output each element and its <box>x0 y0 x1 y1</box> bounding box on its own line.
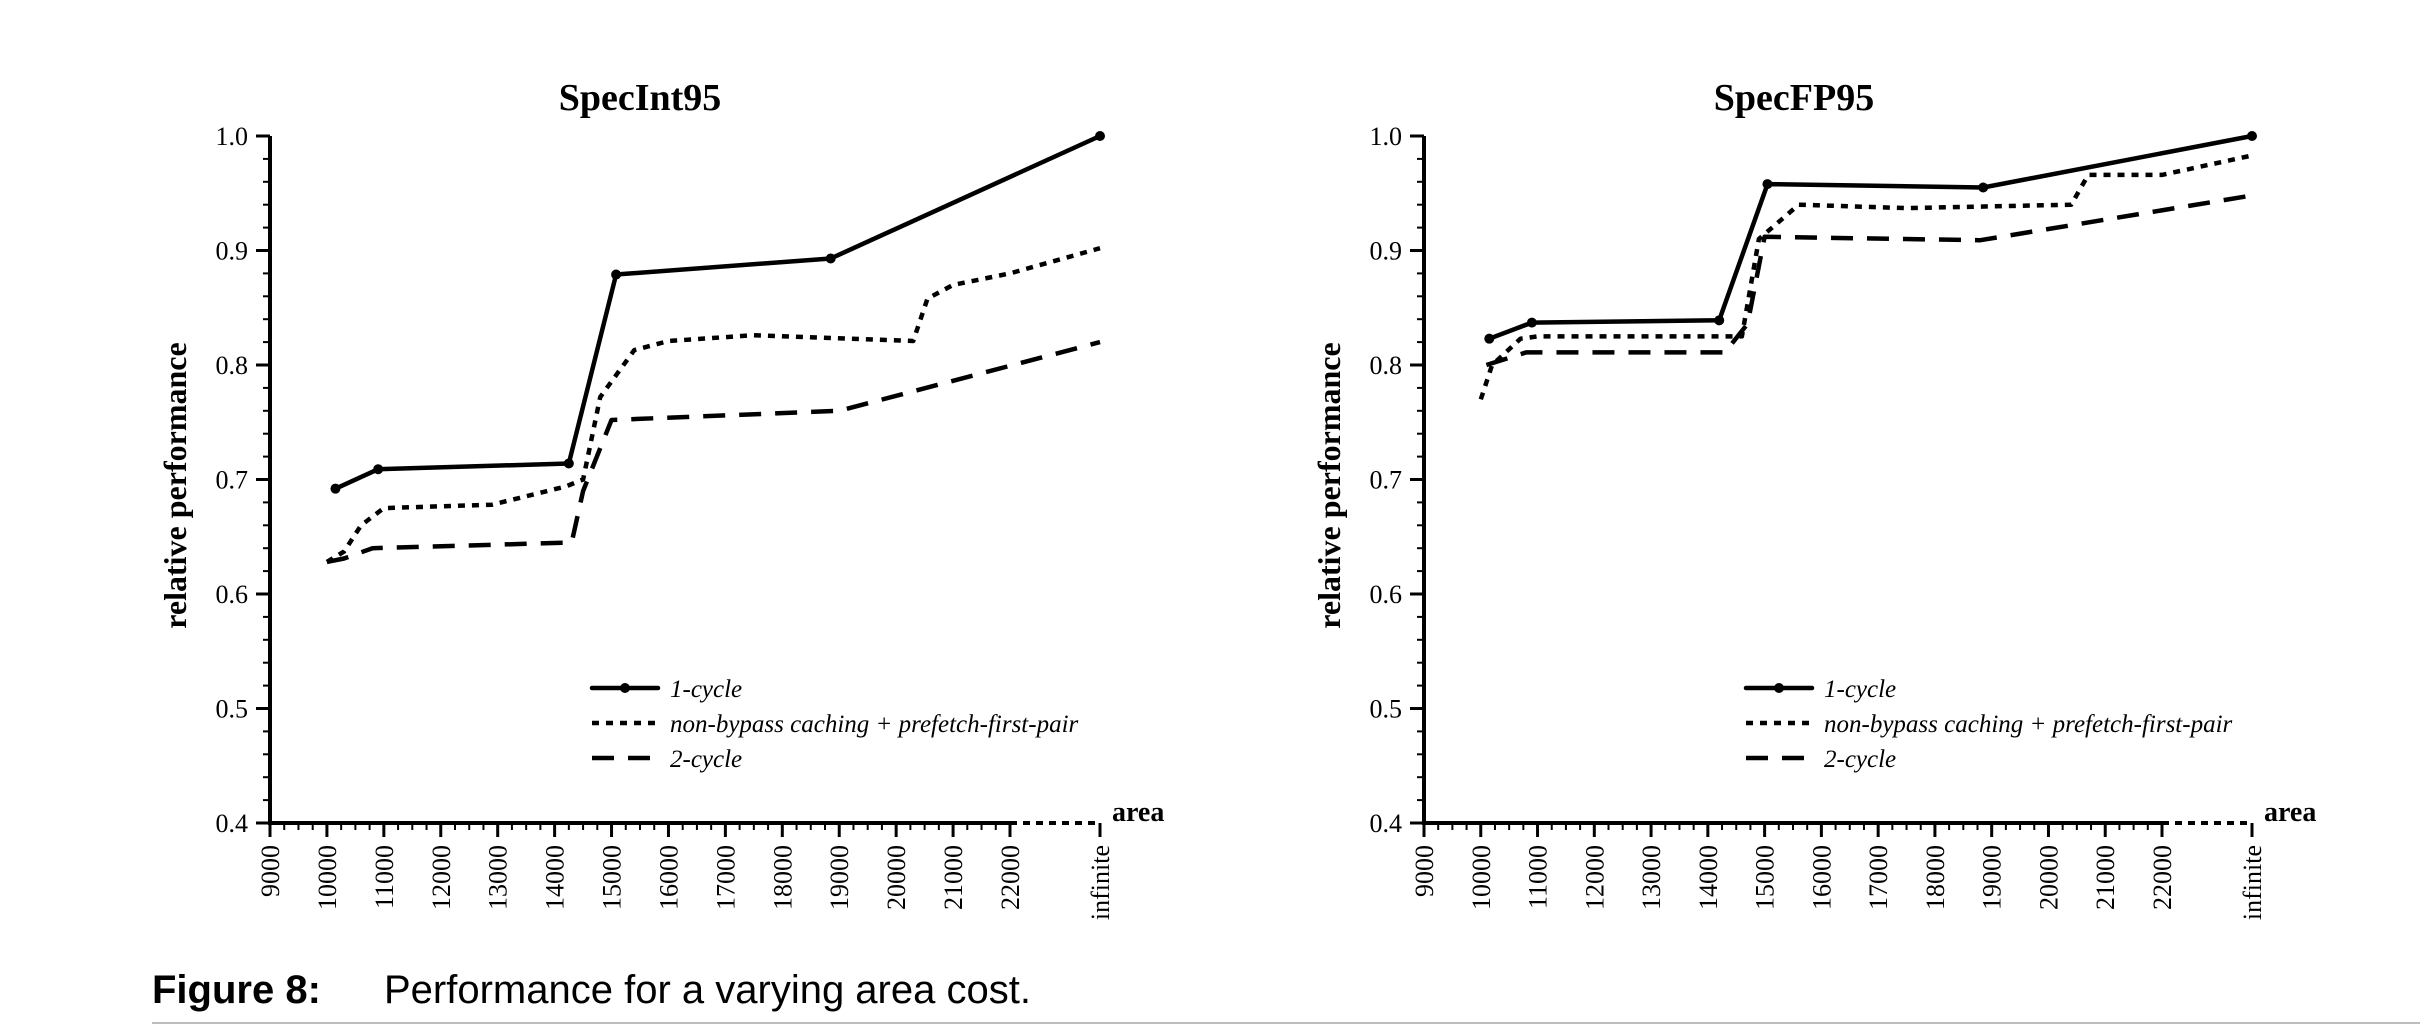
caption-rule <box>152 1022 2420 1024</box>
chart2-y-tick-label: 0.7 <box>1370 466 1403 495</box>
figure-caption-text: Performance for a varying area cost. <box>384 968 1031 1012</box>
chart1-x-tick-label: 12000 <box>427 845 456 910</box>
chart2-y-tick-label: 0.5 <box>1370 695 1403 724</box>
chart1-legend-label-3: 2-cycle <box>670 746 742 773</box>
chart1-y-tick-label: 0.8 <box>216 351 249 380</box>
figure-label: Figure 8: <box>152 968 321 1012</box>
chart1-y-tick-label: 0.7 <box>216 466 249 495</box>
chart1-x-tick-label: 20000 <box>882 845 911 910</box>
chart1-x-tick-label: 18000 <box>768 845 797 910</box>
chart1-series-1-point <box>373 464 384 475</box>
chart1-y-tick-label: 1.0 <box>216 122 249 151</box>
chart1-x-tick-label: 11000 <box>370 845 399 909</box>
chart1-series-1-line <box>333 133 1103 491</box>
chart1-title: SpecInt95 <box>559 77 722 119</box>
chart2-title: SpecFP95 <box>1714 77 1874 119</box>
chart1-y-tick-label: 0.9 <box>216 237 249 266</box>
chart2-x-tick-label: 13000 <box>1637 845 1666 910</box>
chart2-x-tick-label: 16000 <box>1807 845 1836 910</box>
chart2-legend-label-1: 1-cycle <box>1824 676 1896 703</box>
chart2-legend-marker-1 <box>1774 683 1784 693</box>
chart1-series-3-line <box>326 339 1101 565</box>
chart2-series-1-point <box>2247 131 2257 141</box>
chart1-y-tick-label: 0.6 <box>216 580 249 609</box>
chart2-series-2-line <box>1478 153 2253 401</box>
chart1-x-tick-label: 10000 <box>313 845 342 910</box>
chart1-x-tick-label: 9000 <box>256 845 285 897</box>
chart1-series-1-point <box>611 269 622 280</box>
chart2-y-tick-label: 1.0 <box>1370 122 1403 151</box>
chart1-legend-label-2: non-bypass caching + prefetch-first-pair <box>670 711 1079 738</box>
chart1-y-tick-label: 0.5 <box>216 695 249 724</box>
chart1-x-label: area <box>1112 797 1164 828</box>
chart2-legend-label-2: non-bypass caching + prefetch-first-pair <box>1824 711 2233 738</box>
chart2-series-3-line <box>1485 193 2253 368</box>
chart2-legend-label-3: 2-cycle <box>1824 746 1896 773</box>
chart2-series-1-line <box>1487 133 2255 341</box>
chart2-x-tick-label: 21000 <box>2091 845 2120 910</box>
chart2-x-tick-label: 12000 <box>1580 845 1609 910</box>
chart2-x-tick-label: 11000 <box>1524 845 1553 909</box>
chart2-y-label: relative performance <box>1311 342 1347 628</box>
chart1-x-tick-label: 17000 <box>711 845 740 910</box>
chart1-y-label: relative performance <box>157 342 193 628</box>
chart1-series-1-point <box>330 483 341 494</box>
chart2-series-1-point <box>1484 333 1495 344</box>
chart1-legend-label-1: 1-cycle <box>670 676 742 703</box>
figure-caption: Figure 8: Performance for a varying area … <box>152 968 1031 1013</box>
chart1-legend-marker-1 <box>620 683 630 693</box>
chart2-x-label: area <box>2264 797 2316 828</box>
chart2-x-tick-label: 19000 <box>1978 845 2007 910</box>
chart2-x-tick-label: 10000 <box>1467 845 1496 910</box>
chart1-x-tick-label: 13000 <box>484 845 513 910</box>
chart2-series-1-point <box>1526 317 1537 328</box>
chart2-x-tick-label: 15000 <box>1751 845 1780 910</box>
chart1-x-tick-label: 14000 <box>541 845 570 910</box>
chart2-y-tick-label: 0.9 <box>1370 237 1403 266</box>
chart2-series-1-point <box>1762 179 1773 190</box>
chart1-x-tick-label: 16000 <box>654 845 683 910</box>
charts-svg: SpecInt95 0.4 0.5 0.6 0.7 0.8 0.9 1.0 relative p… <box>157 77 2316 920</box>
chart2-series-1-point <box>1714 315 1725 326</box>
chart2-series-1-point <box>1978 182 1989 193</box>
chart2-y-tick-label: 0.8 <box>1370 351 1403 380</box>
chart2-x-tick-label: 18000 <box>1921 845 1950 910</box>
chart1-series-1-point <box>1095 131 1105 141</box>
chart1-x-tick-label: 15000 <box>598 845 627 910</box>
chart2-x-tick-label: 14000 <box>1694 845 1723 910</box>
chart1-series-2-line <box>325 246 1101 564</box>
chart2-x-tick-label: 20000 <box>2034 845 2063 910</box>
chart2-x-tick-label: infinite <box>2238 845 2267 920</box>
chart1-series-1-point <box>563 458 574 469</box>
chart1-y-tick-label: 0.4 <box>216 809 249 838</box>
chart1-x-tick-label: 22000 <box>996 845 1025 910</box>
chart1-x-tick-label: 19000 <box>825 845 854 910</box>
chart2-y-tick-label: 0.4 <box>1370 809 1403 838</box>
chart1-x-tick-label: infinite <box>1086 845 1115 920</box>
chart1-x-tick-label: 21000 <box>939 845 968 910</box>
chart1-series-1-point <box>825 253 836 264</box>
chart2-x-tick-label: 22000 <box>2148 845 2177 910</box>
chart2-x-tick-label: 9000 <box>1410 845 1439 897</box>
chart2-x-tick-label: 17000 <box>1864 845 1893 910</box>
chart2-y-tick-label: 0.6 <box>1370 580 1403 609</box>
